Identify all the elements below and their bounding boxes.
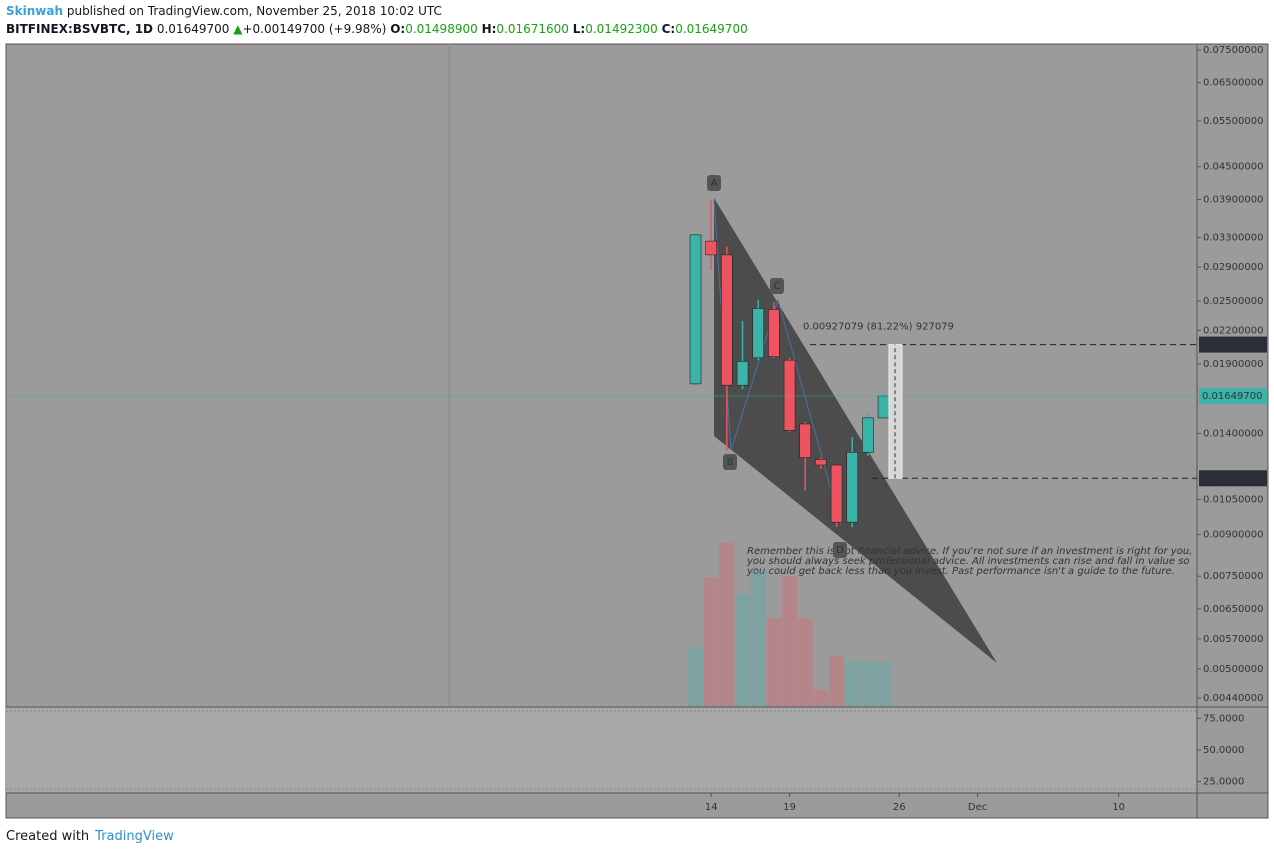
symbol: BITFINEX:BSVBTC, 1D [6, 22, 154, 36]
volume-bar [735, 594, 751, 706]
l: 0.01492300 [585, 22, 658, 36]
y-tick-label: 0.02900000 [1203, 262, 1263, 273]
candle-body [721, 254, 733, 386]
candle-body [846, 451, 859, 523]
price-label: 0.02066458 [1202, 340, 1262, 351]
pattern-wedge [714, 198, 997, 663]
pattern-label: D [836, 545, 844, 556]
candle-body [752, 308, 765, 359]
disclaimer-line: you should always seek professional advi… [746, 556, 1190, 567]
candle-body [689, 234, 702, 385]
y-tick-label: 0.00440000 [1203, 693, 1263, 704]
y-tick-label: 0.00650000 [1203, 604, 1263, 615]
candle-body [877, 395, 890, 419]
y-tick-label: 0.07500000 [1203, 45, 1263, 56]
y-tick-label: 0.05500000 [1203, 116, 1263, 127]
candle-body [830, 464, 843, 523]
y-tick-label: 0.01050000 [1203, 494, 1263, 505]
volume-bar [829, 656, 845, 706]
disclaimer-line: you could get back less than you invest.… [746, 566, 1175, 577]
disclaimer: Remember this is not financial advice. I… [746, 546, 1192, 577]
pattern-label-box [833, 542, 847, 558]
candle-body [783, 359, 796, 431]
l-label: L: [572, 22, 586, 36]
price-label-box [1199, 470, 1267, 487]
volume-bar [719, 543, 735, 706]
volume-bar [782, 576, 798, 706]
footer: Created with TradingView [6, 829, 174, 844]
y-tick-label: 0.03900000 [1203, 194, 1263, 205]
x-tick-label: 14 [705, 802, 718, 813]
y-tick-label: 0.01400000 [1203, 429, 1263, 440]
y-tick-label: 0.03300000 [1203, 233, 1263, 244]
h: 0.01671600 [496, 22, 569, 36]
pattern-label-box [770, 278, 784, 294]
pattern-label: A [711, 178, 718, 189]
y-tick-label: 0.00750000 [1203, 571, 1263, 582]
change: +0.00149700 (+9.98%) [242, 22, 387, 36]
brand[interactable]: TradingView [95, 829, 174, 844]
y-tick-label: 50.0000 [1203, 745, 1244, 756]
x-tick-label: Dec [968, 802, 987, 813]
candle-body [705, 240, 717, 256]
y-tick-label: 0.00500000 [1203, 664, 1263, 675]
pattern-label: B [727, 457, 734, 468]
last: 0.01649700 [156, 22, 230, 36]
chart-frame [5, 43, 1269, 819]
volume-bar [860, 661, 876, 706]
x-tick-label: 26 [893, 802, 906, 813]
o: 0.01498900 [405, 22, 478, 36]
header-line: Skinwah published on TradingView.com, No… [6, 4, 442, 18]
y-tick-label: 75.0000 [1203, 713, 1244, 724]
pattern-label: C [774, 281, 781, 292]
disclaimer-line: Remember this is not financial advice. I… [747, 546, 1192, 557]
volume-bar [703, 577, 719, 706]
price-label-box [1199, 336, 1267, 353]
y-tick-label: 0.00900000 [1203, 530, 1263, 541]
candle-body [768, 309, 780, 357]
o-label: O: [390, 22, 406, 36]
candle-body [799, 423, 812, 458]
y-tick-label: 0.00570000 [1203, 634, 1263, 645]
volume-bar [766, 618, 782, 706]
c-label: C: [661, 22, 676, 36]
candle-body [815, 459, 827, 466]
y-tick-label: 0.02200000 [1203, 325, 1263, 336]
volume-bar [844, 661, 860, 706]
header-line: BITFINEX:BSVBTC, 1D 0.01649700 ▲+0.00149… [6, 22, 748, 36]
price-label: 0.01151224 [1202, 473, 1262, 484]
measure-label: 0.00927079 (81.22%) 927079 [803, 322, 954, 333]
indicator-pane [6, 707, 1197, 793]
volume-bar [813, 690, 829, 706]
price-label-box [1199, 388, 1267, 405]
pattern-label-box [723, 454, 737, 470]
volume-bar [750, 570, 766, 706]
y-tick-label: 0.06500000 [1203, 78, 1263, 89]
c: 0.01649700 [675, 22, 748, 36]
created: Created with [6, 829, 90, 844]
volume-bar [797, 618, 813, 706]
published: published on TradingView.com, November 2… [66, 4, 442, 18]
volume-bar [876, 662, 892, 706]
candle-body [736, 361, 749, 386]
y-tick-label: 0.04500000 [1203, 162, 1263, 173]
y-tick-label: 0.01900000 [1203, 359, 1263, 370]
volume-bar [688, 647, 704, 706]
arrow: ▲ [233, 22, 243, 36]
candle-body [862, 417, 874, 453]
h-label: H: [481, 22, 497, 36]
y-tick-label: 25.0000 [1203, 777, 1244, 788]
price-label: 0.01649700 [1202, 391, 1262, 402]
x-tick-label: 19 [783, 802, 796, 813]
x-tick-label: 10 [1112, 802, 1125, 813]
pattern-label-box [707, 175, 721, 191]
author[interactable]: Skinwah [6, 4, 64, 18]
y-tick-label: 0.02500000 [1203, 296, 1263, 307]
